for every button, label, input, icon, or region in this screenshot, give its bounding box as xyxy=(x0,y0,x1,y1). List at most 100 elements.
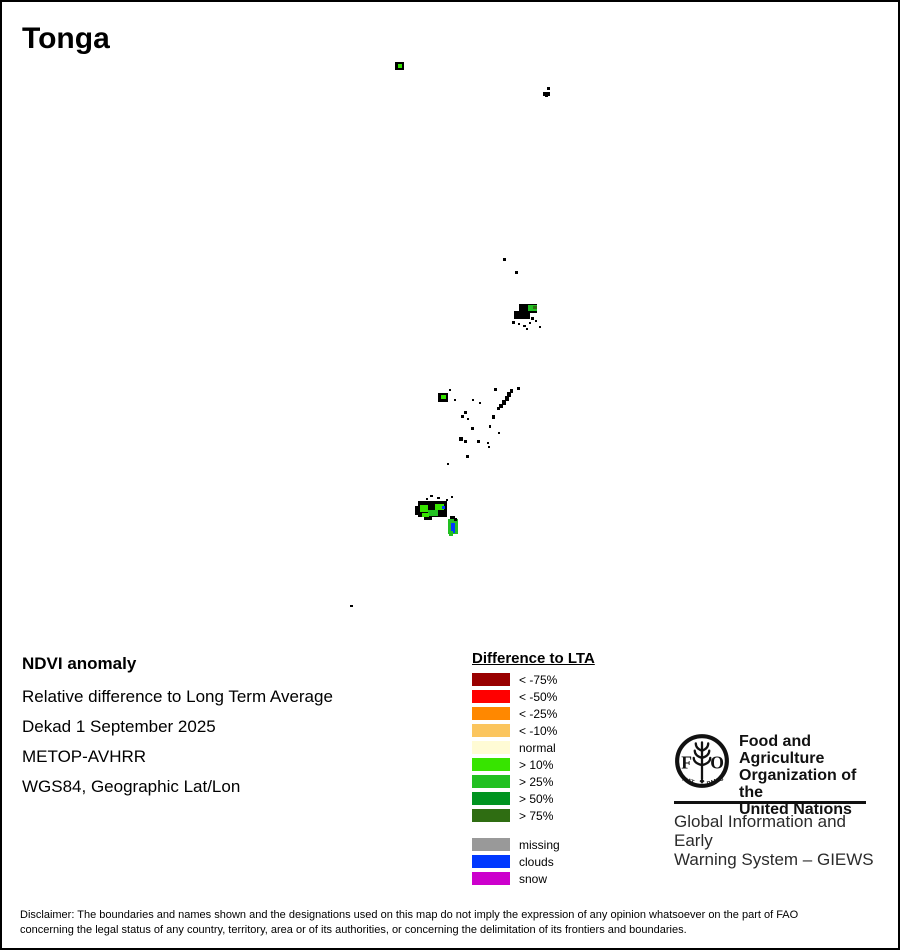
info-heading: NDVI anomaly xyxy=(22,654,137,673)
island-vavau xyxy=(528,305,537,311)
info-lines-line: Dekad 1 September 2025 xyxy=(22,717,216,736)
legend-label: > 10% xyxy=(519,757,554,772)
legend-label: > 25% xyxy=(519,774,554,789)
island-vavau xyxy=(514,311,530,319)
legend-row: clouds xyxy=(472,855,595,869)
island-tongatapu xyxy=(426,498,428,500)
wheat-ear-icon xyxy=(692,741,712,780)
island-haapai-chain xyxy=(507,392,511,397)
giews-subtitle-line: Warning System – GIEWS xyxy=(674,850,874,869)
legend-row: < -75% xyxy=(472,672,595,687)
legend-row: > 50% xyxy=(472,791,595,806)
legend-swatch xyxy=(472,707,510,720)
island-eua xyxy=(451,523,455,533)
island-south-dot xyxy=(350,605,353,607)
island-haapai-dots xyxy=(464,440,467,443)
map-info: NDVI anomaly Relative difference to Long… xyxy=(22,654,333,806)
info-lines-line: Relative difference to Long Term Average xyxy=(22,687,333,706)
island-haapai-dots xyxy=(454,399,456,401)
info-lines-line: WGS84, Geographic Lat/Lon xyxy=(22,777,241,796)
island-haapai-dots xyxy=(471,427,474,430)
island-tongatapu xyxy=(422,513,429,517)
legend-swatch xyxy=(472,792,510,805)
legend-swatch xyxy=(472,758,510,771)
island-tafahi xyxy=(547,87,550,90)
island-haapai-dots xyxy=(477,440,480,443)
disclaimer-text-line: concerning the legal status of any count… xyxy=(20,923,687,936)
legend-label: < -25% xyxy=(519,706,558,721)
island-tongatapu xyxy=(437,497,440,499)
legend-row: < -25% xyxy=(472,706,595,721)
legend-swatch xyxy=(472,690,510,703)
island-tongatapu xyxy=(435,504,444,510)
island-haapai-chain xyxy=(497,407,500,410)
island-niuafoou xyxy=(398,64,402,68)
fao-logo-letter-f: F xyxy=(681,752,692,772)
legend-label: snow xyxy=(519,871,548,886)
giews-subtitle: Global Information and Early Warning Syst… xyxy=(674,812,874,869)
fao-name-line: Organization of the xyxy=(739,767,857,801)
island-haapai-dots xyxy=(459,437,463,441)
island-haapai-dots xyxy=(466,455,469,458)
island-haapai-dots xyxy=(472,399,474,401)
legend-title: Difference to LTA xyxy=(472,650,595,667)
legend-label: missing xyxy=(519,837,560,852)
island-haapai-chain xyxy=(517,387,520,390)
legend-label: normal xyxy=(519,740,556,755)
island-haapai-dots xyxy=(464,411,467,414)
legend-label: > 50% xyxy=(519,791,554,806)
legend-swatch xyxy=(472,724,510,737)
legend-row: missing xyxy=(472,837,595,852)
legend-label: < -10% xyxy=(519,723,558,738)
island-north-dots xyxy=(515,271,518,274)
giews-subtitle-line: Global Information and Early xyxy=(674,812,846,850)
island-tofua-kao xyxy=(449,389,451,391)
legend-label: > 75% xyxy=(519,808,554,823)
fao-divider xyxy=(674,801,866,804)
island-vavau xyxy=(533,306,537,309)
legend-swatch xyxy=(472,838,510,851)
info-lines-line: METOP-AVHRR xyxy=(22,747,147,766)
island-vavau xyxy=(539,326,541,328)
island-tongatapu xyxy=(420,505,428,512)
legend-label: < -50% xyxy=(519,689,558,704)
legend-row: > 75% xyxy=(472,808,595,823)
island-tongatapu xyxy=(430,495,433,497)
island-tongatapu xyxy=(446,499,448,501)
island-vavau xyxy=(512,321,515,324)
island-niuatoputapu xyxy=(543,92,550,96)
legend-label: < -75% xyxy=(519,672,558,687)
island-haapai-chain xyxy=(510,389,513,393)
fao-logo-letter-o: O xyxy=(710,752,724,772)
island-tongatapu xyxy=(442,506,445,509)
island-haapai-dots xyxy=(467,418,469,420)
island-vavau xyxy=(526,328,528,330)
island-haapai-dots xyxy=(461,415,464,418)
legend-swatch xyxy=(472,775,510,788)
island-niuatoputapu xyxy=(545,95,548,97)
fao-name-line: Food and Agriculture xyxy=(739,733,825,767)
island-vavau xyxy=(535,320,537,322)
fao-motto-panis: PANIS xyxy=(706,776,724,787)
island-tongatapu xyxy=(415,506,422,515)
legend-row: > 10% xyxy=(472,757,595,772)
legend-classes: < -75% < -50% < -25% < -10% normal > 10% > 25%… xyxy=(472,672,595,823)
island-haapai-dots xyxy=(488,446,490,448)
fao-logo-diamond xyxy=(699,778,705,784)
legend-row: < -10% xyxy=(472,723,595,738)
island-vavau xyxy=(523,325,526,327)
legend-swatch xyxy=(472,809,510,822)
page-title: Tonga xyxy=(22,22,110,55)
legend-row: > 25% xyxy=(472,774,595,789)
legend-row: snow xyxy=(472,871,595,886)
legend-swatch xyxy=(472,855,510,868)
island-haapai-chain xyxy=(505,396,509,401)
fao-motto-fiat: FIAT xyxy=(681,777,695,787)
island-vavau xyxy=(531,317,534,320)
legend-swatch xyxy=(472,741,510,754)
disclaimer-text-line: Disclaimer: The boundaries and names sho… xyxy=(20,909,799,921)
island-eua xyxy=(454,518,457,521)
island-eua xyxy=(450,516,455,519)
legend: Difference to LTA < -75% < -50% < -25% < -1… xyxy=(472,650,595,889)
